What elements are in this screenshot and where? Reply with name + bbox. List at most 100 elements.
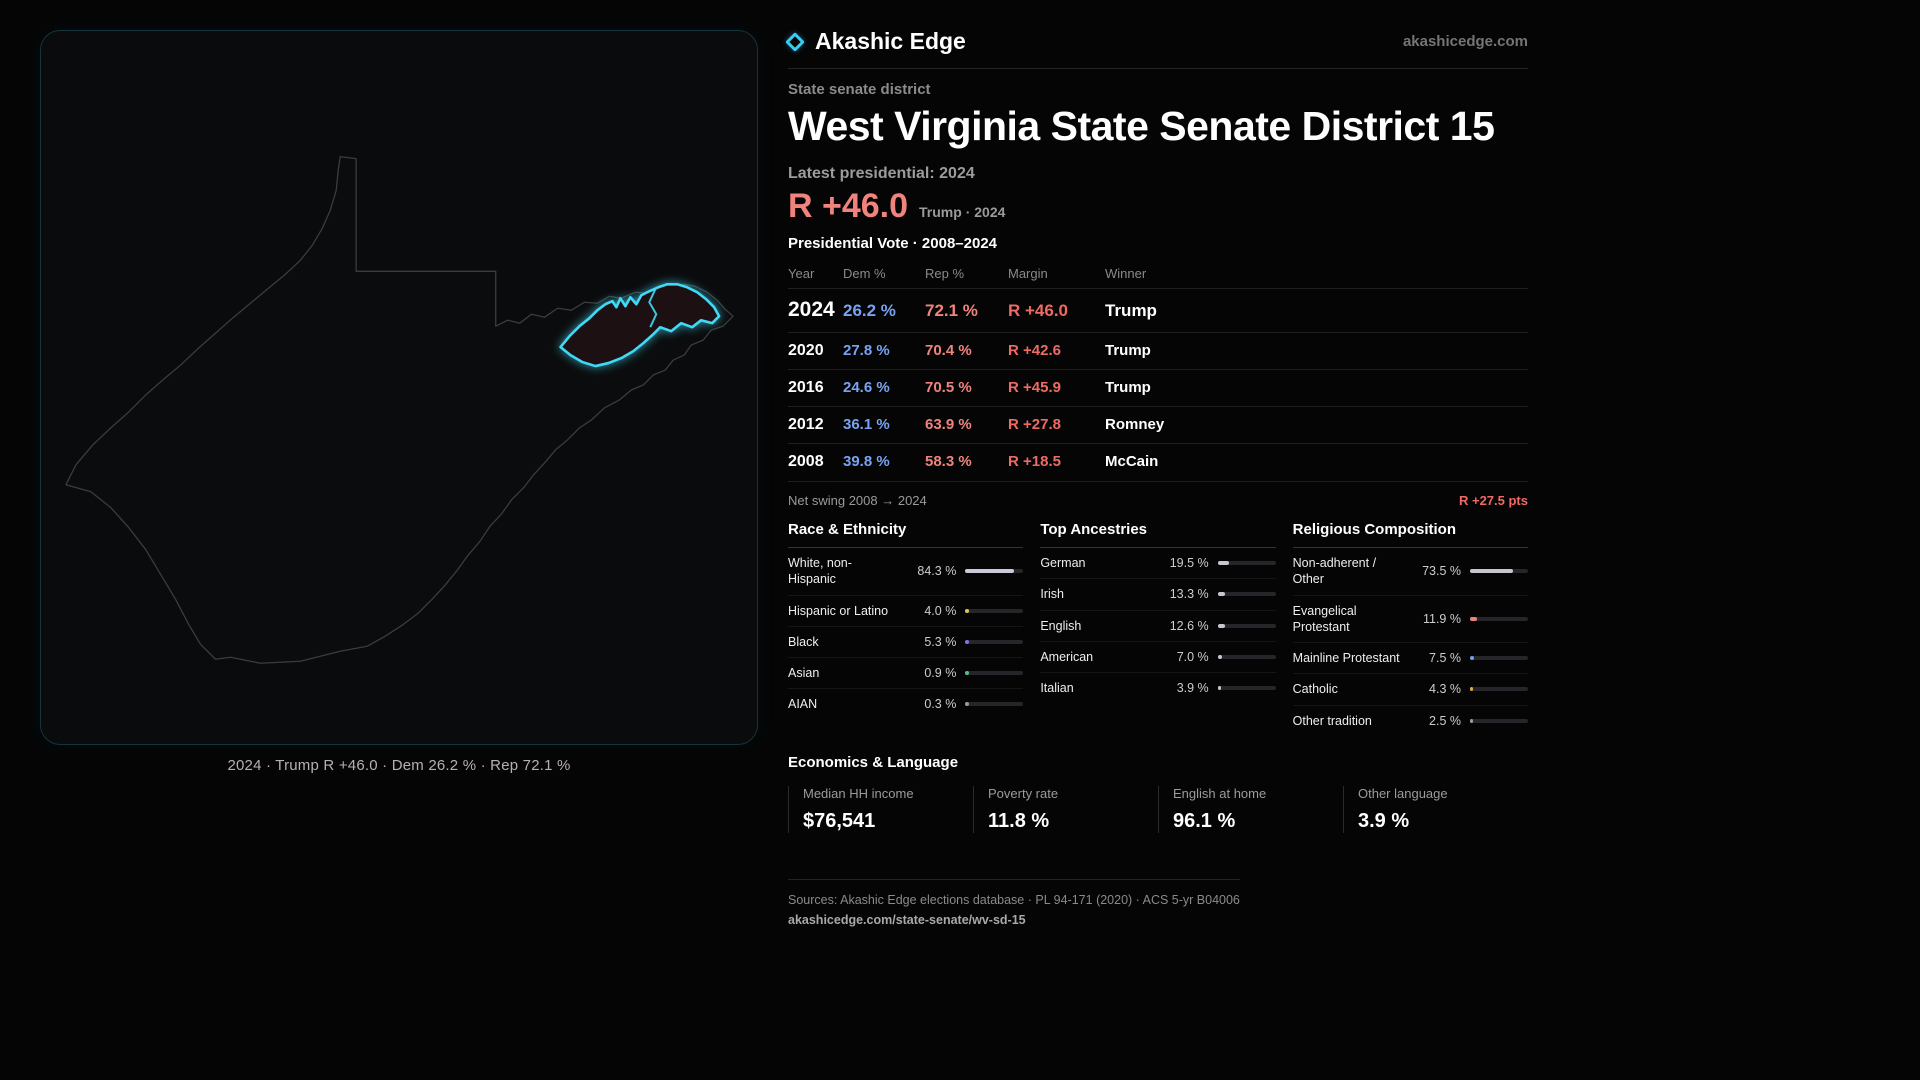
demographic-label: American [1040,649,1094,664]
demographic-bar-fill [1217,592,1226,597]
topbar: Akashic Edge akashicedge.com [785,0,1528,55]
margin-cell: R +27.8 [1008,416,1061,433]
demographics-column: Race & Ethnicity White, non-Hispanic 84.3 … [788,521,1024,736]
demographic-label: Black [788,634,819,649]
demographic-bar-fill [1469,569,1513,574]
demographic-value: 5.3 % [924,634,957,649]
demographic-bar-fill [1469,718,1474,723]
margin-cell: R +46.0 [1008,301,1069,320]
column-header-margin: Margin [1008,266,1048,281]
page-title: West Virginia State Senate District 15 [788,103,1495,149]
dem-cell: 39.8 % [843,453,890,470]
winner-cell: Romney [1105,416,1165,433]
economics-stat: Poverty rate 11.8 % [973,785,1158,833]
dem-cell: 27.8 % [843,342,890,359]
sources-line: Sources: Akashic Edge elections database… [788,892,1240,907]
demographic-label: Non-adherent / Other [1292,556,1377,587]
demographics-column: Top Ancestries German 19.5 % Irish 13.3 % Eng… [1040,521,1276,736]
map-caption: 2024 · Trump R +46.0 · Dem 26.2 % · Rep … [227,757,571,774]
demographic-value: 4.0 % [924,603,957,618]
winner-cell: Trump [1105,301,1157,320]
demographic-label: Irish [1040,587,1064,602]
demographic-row: Other tradition 2.5 % [1293,706,1528,736]
demographic-row: AIAN 0.3 % [788,689,1024,719]
economics-title: Economics & Language [788,753,959,771]
demographic-bar-fill [1469,656,1475,661]
permalink[interactable]: akashicedge.com/state-senate/wv-sd-15 [788,912,1026,927]
economics-stat-value: 11.8 % [988,809,1050,832]
demographics-grid: Race & Ethnicity White, non-Hispanic 84.3 … [788,521,1528,736]
dem-cell: 36.1 % [843,416,890,433]
economics-stat-value: 3.9 % [1358,809,1410,832]
demographic-bar [1469,656,1528,661]
demographics-section-title: Top Ancestries [1040,521,1276,548]
demographic-row: Hispanic or Latino 4.0 % [788,596,1024,627]
west-virginia-outline [65,155,734,664]
demographic-label: Evangelical Protestant [1292,603,1357,634]
demographic-value: 13.3 % [1169,587,1209,602]
economics-stat-label: Poverty rate [988,785,1059,801]
demographic-label: Other tradition [1292,713,1372,728]
demographic-value: 84.3 % [917,564,957,579]
demographic-row: Evangelical Protestant 11.9 % [1292,596,1528,643]
demographic-bar [965,639,1024,644]
demographic-row: English 12.6 % [1040,611,1276,642]
vote-table-row: 2024 26.2 % 72.1 % R +46.0 Trump [788,288,1528,332]
brand-name: Akashic Edge [815,28,966,54]
demographic-value: 3.9 % [1176,681,1209,696]
demographic-bar [1217,561,1276,566]
economics-stat: Other language 3.9 % [1343,785,1528,833]
demographic-bar-fill [965,671,969,676]
demographic-bar [1217,623,1276,628]
rep-cell: 70.4 % [925,342,972,359]
demographics-section-title: Religious Composition [1292,521,1528,548]
net-swing-label: Net swing 2008 → 2024 [788,493,927,508]
rep-cell: 63.9 % [925,416,972,433]
year-cell: 2012 [788,416,824,433]
site-link[interactable]: akashicedge.com [1402,33,1528,50]
demographic-row: Asian 0.9 % [788,658,1024,690]
demographic-bar-fill [965,639,969,644]
demographic-bar-fill [965,569,1015,574]
economics-stat: English at home 96.1 % [1158,785,1343,833]
highlighted-district-15[interactable] [559,282,721,368]
demographic-bar [965,702,1024,707]
demographic-bar-fill [965,702,969,707]
margin-context: Trump · 2024 [919,204,1006,220]
demographic-row: Non-adherent / Other 73.5 % [1292,548,1528,596]
year-cell: 2008 [788,453,824,470]
demographic-bar-fill [1217,654,1222,659]
demographic-row: Irish 13.3 % [1040,579,1276,611]
demographic-bar [1217,686,1276,691]
demographic-bar-fill [1217,561,1229,566]
demographic-bar-fill [965,608,969,613]
demographic-row: Italian 3.9 % [1040,673,1276,703]
demographic-label: Mainline Protestant [1292,651,1400,665]
margin-cell: R +45.9 [1008,379,1061,396]
demographic-bar-fill [1469,687,1474,692]
rep-cell: 70.5 % [925,379,972,396]
demographic-value: 7.5 % [1429,651,1461,666]
economics-stat-label: English at home [1173,785,1267,801]
net-swing-row: Net swing 2008 → 2024 R +27.5 pts [788,481,1528,508]
district-type-label: State senate district [788,81,931,98]
demographic-bar [1217,592,1276,597]
demographic-row: Black 5.3 % [788,627,1024,658]
vote-table-row: 2020 27.8 % 70.4 % R +42.6 Trump [788,332,1528,369]
dem-cell: 24.6 % [843,379,890,396]
presidential-vote-table: Year Dem % Rep % Margin Winner 2024 26.2 … [788,258,1528,480]
dem-cell: 26.2 % [843,301,896,320]
footer: Sources: Akashic Edge elections database… [788,878,1240,927]
economics-grid: Median HH income $76,541 Poverty rate 11.8 … [788,785,1528,833]
demographic-bar-fill [1469,616,1477,621]
rep-cell: 58.3 % [925,453,972,470]
demographic-row: Catholic 4.3 % [1292,674,1528,706]
demographic-label: Catholic [1292,682,1338,697]
demographic-value: 11.9 % [1422,611,1461,626]
demographic-value: 0.9 % [924,666,957,681]
economics-stat-label: Other language [1358,785,1448,801]
vote-table-header: Year Dem % Rep % Margin Winner [788,258,1528,288]
economics-stat-label: Median HH income [803,785,914,801]
year-cell: 2024 [788,298,835,321]
